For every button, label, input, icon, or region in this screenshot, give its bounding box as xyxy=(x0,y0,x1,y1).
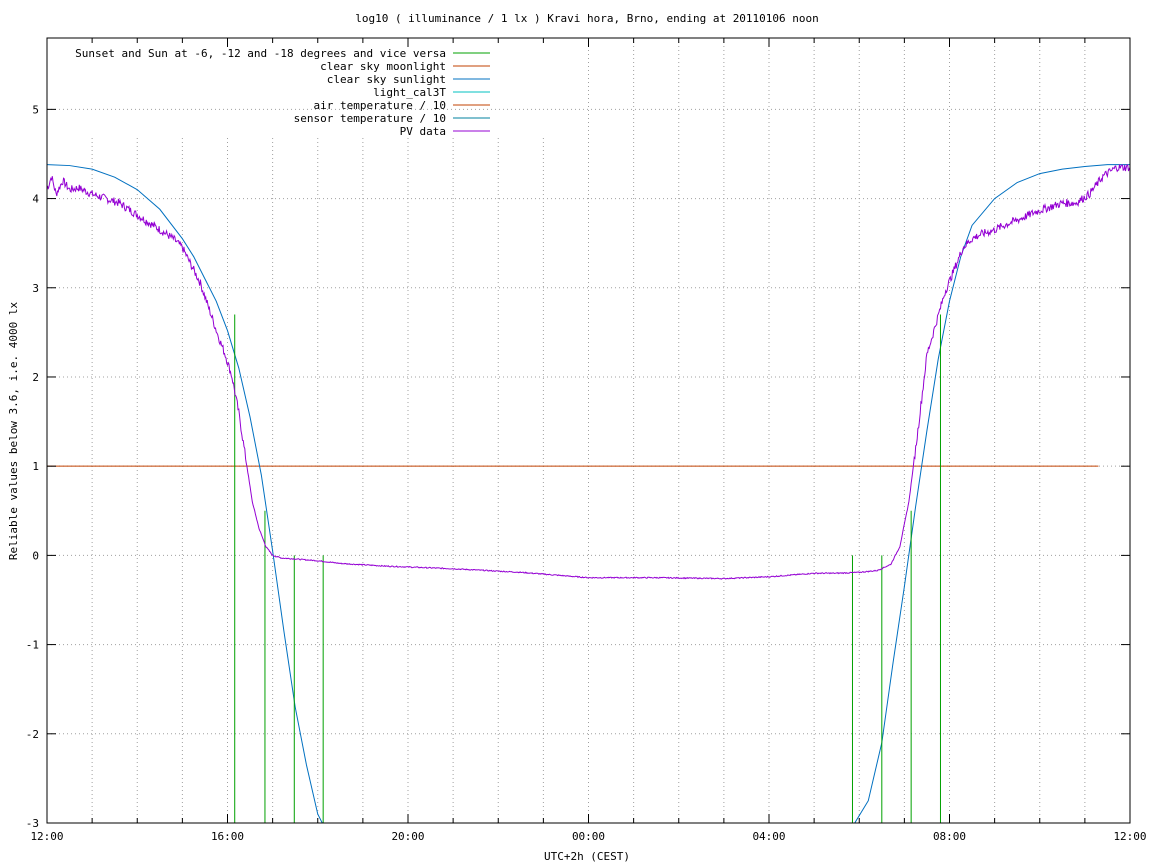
x-tick-label: 08:00 xyxy=(933,830,966,843)
y-tick-label: 2 xyxy=(32,371,39,384)
legend-label: sensor temperature / 10 xyxy=(294,112,446,125)
x-tick-label: 16:00 xyxy=(211,830,244,843)
legend-label: Sunset and Sun at -6, -12 and -18 degree… xyxy=(75,47,446,60)
sunlight-line xyxy=(47,164,1130,823)
legend-label: air temperature / 10 xyxy=(314,99,446,112)
legend-label: light_cal3T xyxy=(373,86,446,99)
series-group xyxy=(47,163,1130,823)
grid-layer xyxy=(47,38,1130,823)
y-tick-label: -1 xyxy=(26,639,39,652)
y-tick-label: 1 xyxy=(32,460,39,473)
x-tick-label: 00:00 xyxy=(572,830,605,843)
tick-layer: -3 -2 -1 0 1 2 3 4 5 12:00 16:00 20:00 00:00 04:00 08:… xyxy=(26,38,1147,843)
legend-label: clear sky moonlight xyxy=(320,60,446,73)
y-tick-label: 4 xyxy=(32,193,39,206)
y-tick-label: 3 xyxy=(32,282,39,295)
x-tick-label: 04:00 xyxy=(752,830,785,843)
y-tick-label: -2 xyxy=(26,728,39,741)
y-tick-label: 0 xyxy=(32,549,39,562)
series-layer xyxy=(47,163,1130,823)
legend-label: PV data xyxy=(400,125,446,138)
pv-data-line xyxy=(47,163,1130,580)
chart-title: log10 ( illuminance / 1 lx ) Kravi hora,… xyxy=(355,12,819,25)
legend-label: clear sky sunlight xyxy=(327,73,446,86)
x-tick-label: 12:00 xyxy=(30,830,63,843)
x-tick-label: 20:00 xyxy=(391,830,424,843)
y-tick-label: 5 xyxy=(32,103,39,116)
x-axis-label: UTC+2h (CEST) xyxy=(544,850,630,863)
y-axis-label: Reliable values below 3.6, i.e. 4000 lx xyxy=(7,301,20,560)
x-tick-label: 12:00 xyxy=(1113,830,1146,843)
legend: Sunset and Sun at -6, -12 and -18 degree… xyxy=(75,47,490,138)
y-tick-label: -3 xyxy=(26,817,39,830)
